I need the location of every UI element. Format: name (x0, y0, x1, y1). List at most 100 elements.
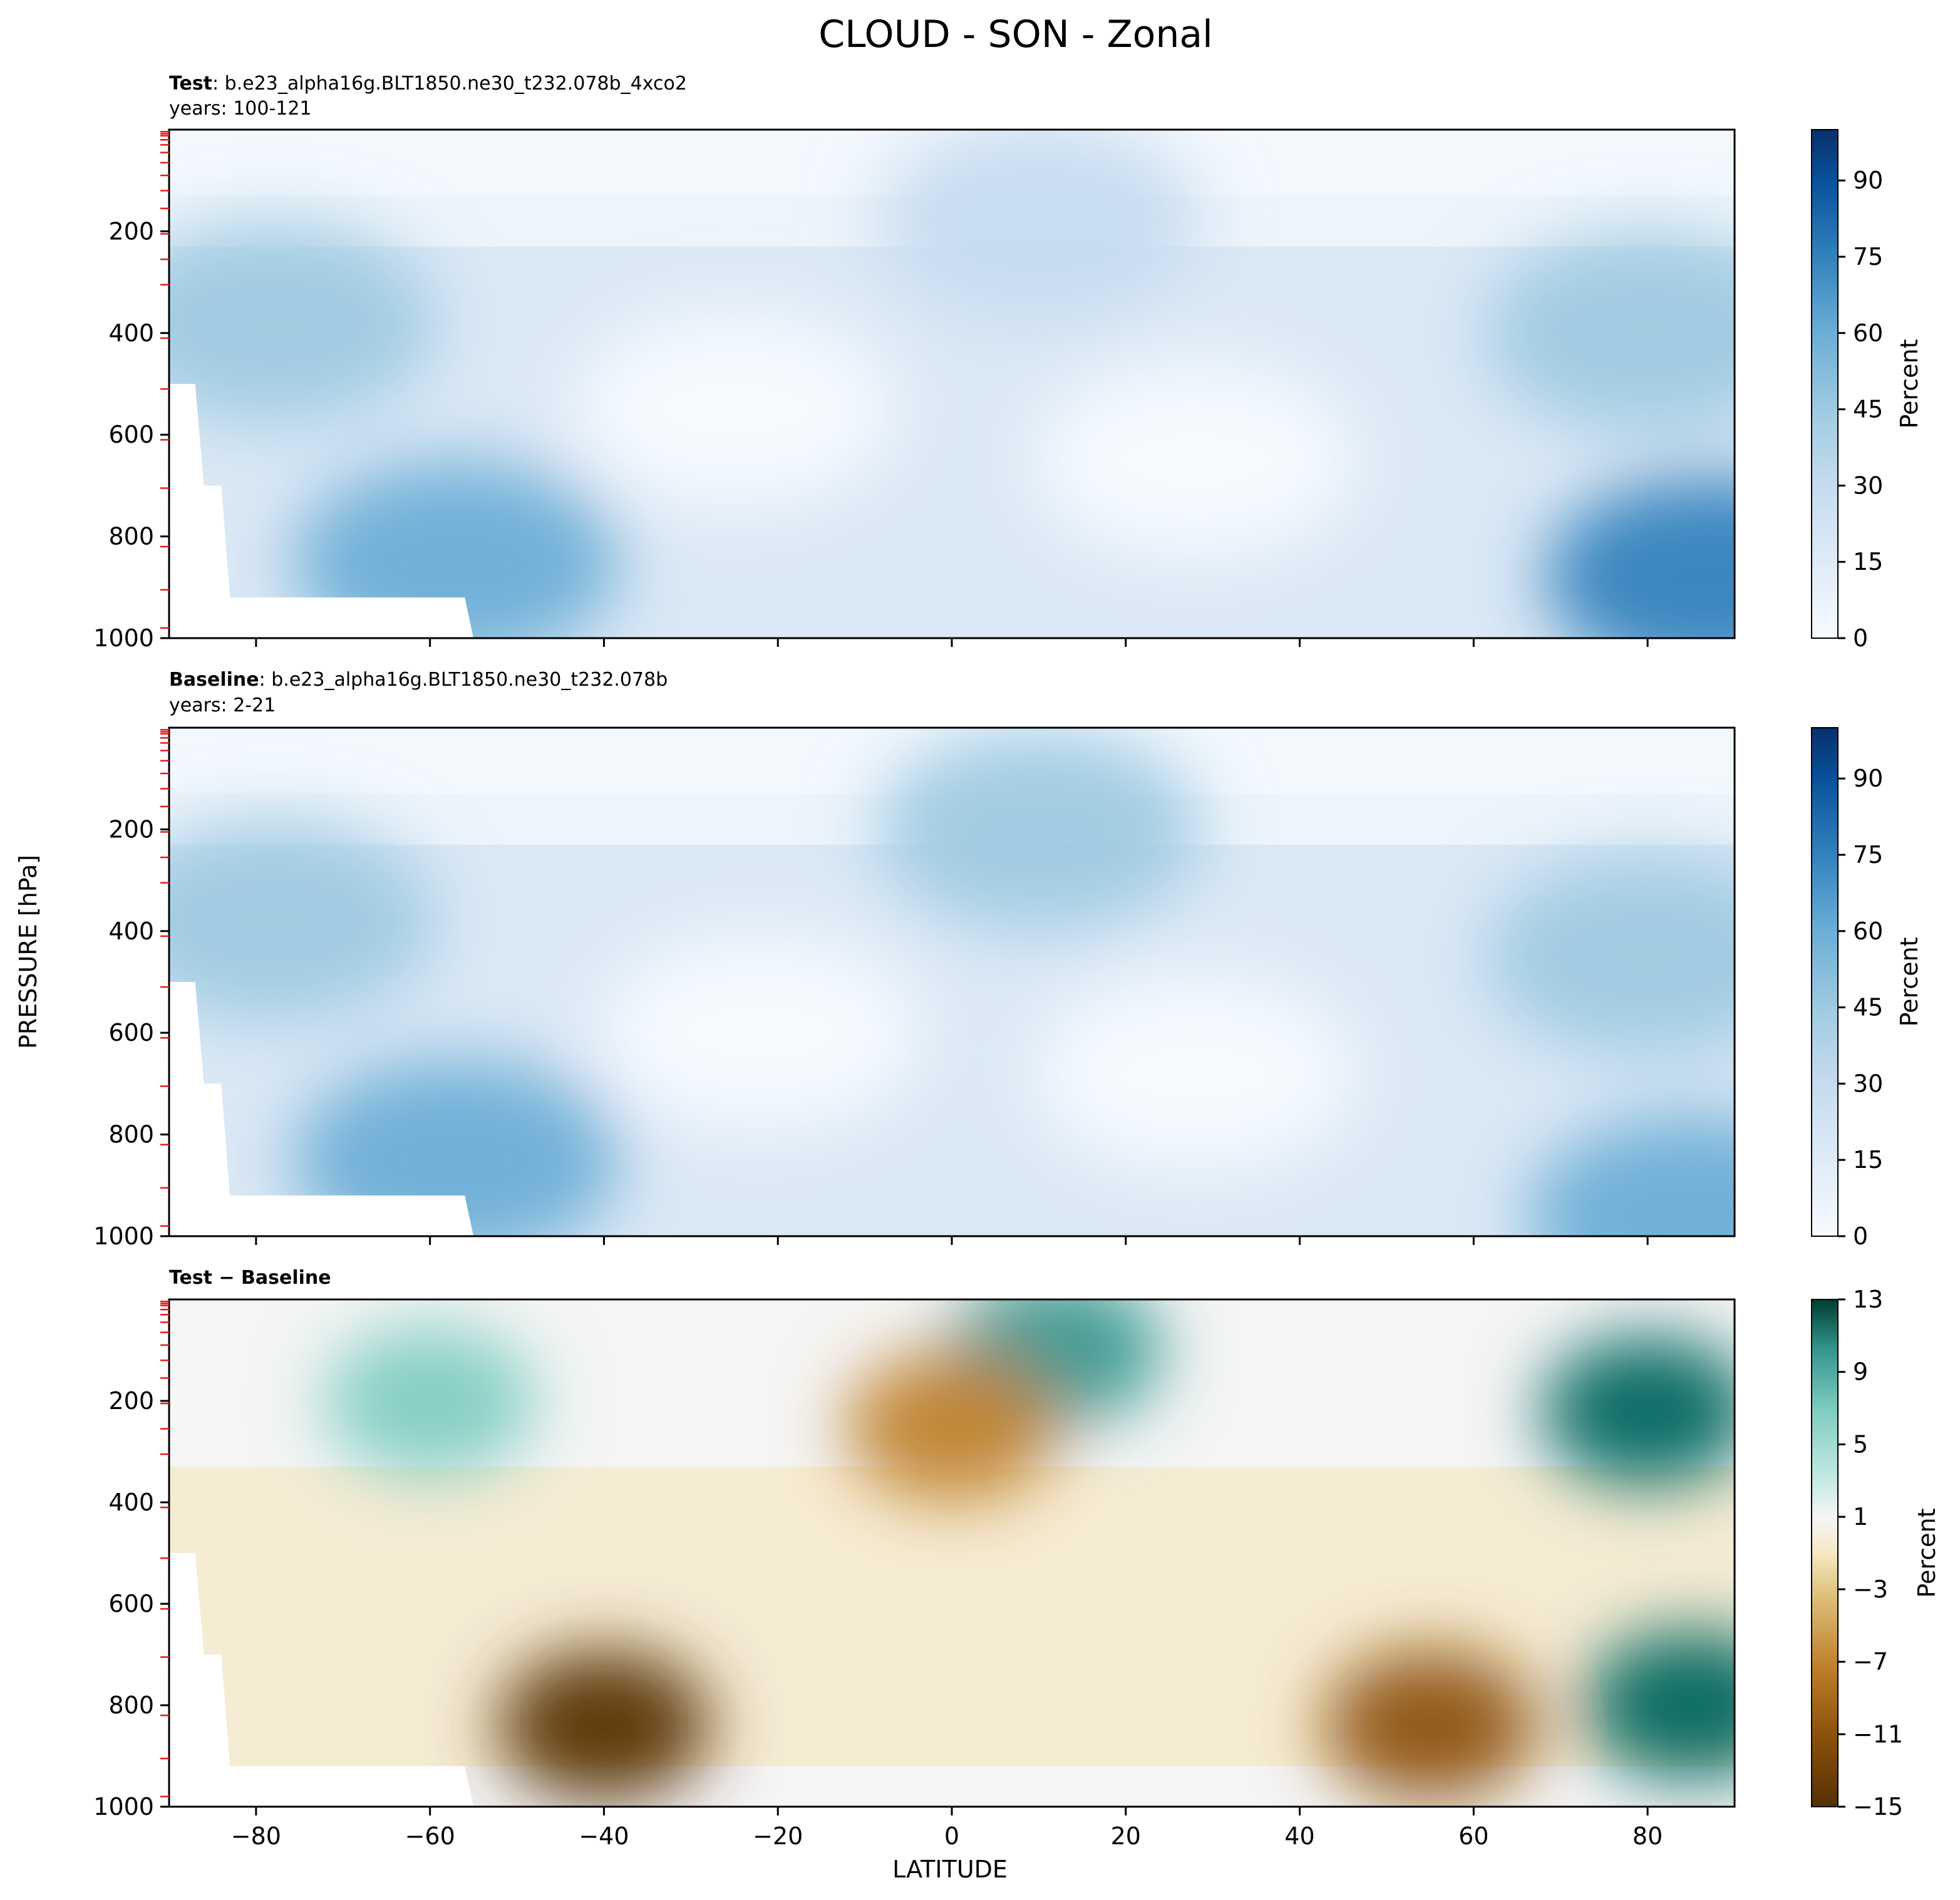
panel-baseline-years: years: 2-21 (169, 694, 276, 716)
baseline-axes: 200 400 600 800 1000 (93, 728, 1649, 1250)
colorbar-tick-label: 90 (1853, 765, 1883, 792)
colorbar-tick-label: 1 (1853, 1503, 1868, 1531)
contour-blob-nh-lowcloud-decrease (1323, 1650, 1537, 1801)
colorbar-tick-label: −3 (1853, 1576, 1888, 1603)
contour-blob-tropical-upper-decrease (845, 1351, 1058, 1502)
panel-test-title-bold: Test (169, 73, 212, 95)
contour-blob-subtropical-min-n (1032, 973, 1358, 1174)
colorbar-tick-label: 30 (1853, 1070, 1883, 1097)
contour-blobs (169, 130, 1735, 638)
difference-colorbar-ticks: −15 −11 −7 −3 1 5 9 13 (1838, 1286, 1903, 1820)
contour-blob-arctic-low-increase (1584, 1630, 1735, 1780)
y-tick-label: 400 (108, 1489, 154, 1516)
baseline-colorbar (1811, 727, 1839, 1237)
contour-blob-tropical-cirrus (875, 729, 1202, 930)
baseline-colorbar-ticks: 0 15 30 45 60 75 90 (1838, 765, 1883, 1250)
contour-blob-subtropical-min-n (1032, 359, 1358, 560)
test-axes: 200 400 600 800 1000 (93, 130, 1649, 652)
colorbar-tick-label: −15 (1853, 1793, 1903, 1820)
colorbar-tick-label: 13 (1853, 1286, 1883, 1313)
contour-blob-subtropical-min-s (571, 309, 897, 510)
panel-test-header: Test: b.e23_alpha16g.BLT1850.ne30_t232.0… (169, 73, 687, 95)
y-tick-label: 600 (108, 1590, 154, 1618)
contour-blob-nh-midlevel (1485, 856, 1735, 1057)
contour-blobs (169, 729, 1735, 1236)
y-tick-label: 600 (108, 1019, 154, 1046)
panel-difference-title: Test − Baseline (169, 1267, 331, 1289)
contour-blob-sh-lowcloud-max (293, 1060, 619, 1236)
x-axis-label: LATITUDE (892, 1856, 1008, 1883)
contour-blob-nh-upper-increase (1541, 1336, 1735, 1487)
difference-contour-field (169, 1299, 1735, 1807)
topography-mask (169, 384, 474, 638)
x-tick-label: 20 (1111, 1822, 1141, 1850)
x-tick-label: 80 (1632, 1822, 1663, 1850)
contour-blob-sh-lowcloud-decrease (497, 1650, 711, 1801)
y-tick-label: 1000 (93, 1222, 154, 1250)
y-tick-label: 600 (108, 421, 154, 448)
contour-blob-sh-upper-increase (323, 1326, 537, 1476)
x-tick-label: −60 (405, 1822, 455, 1850)
y-tick-label: 1000 (93, 1793, 154, 1820)
test-colorbar-ticks: 0 15 30 45 60 75 90 (1838, 167, 1883, 652)
baseline-colorbar-label: Percent (1896, 937, 1923, 1027)
test-colorbar (1811, 129, 1839, 639)
test-colorbar-label: Percent (1896, 339, 1923, 429)
colorbar-tick-label: 5 (1853, 1430, 1868, 1458)
difference-colorbar (1811, 1299, 1839, 1807)
x-tick-label: 40 (1284, 1822, 1314, 1850)
panel-test: Test: b.e23_alpha16g.BLT1850.ne30_t232.0… (93, 73, 1923, 652)
colorbar-tick-label: 75 (1853, 841, 1883, 869)
difference-colorbar-label: Percent (1913, 1509, 1941, 1598)
contour-blob-nh-lowcloud-max (1528, 1115, 1735, 1236)
colorbar-tick-label: −7 (1853, 1648, 1888, 1676)
y-tick-label: 800 (108, 523, 154, 550)
y-axis-label: PRESSURE [hPa] (14, 855, 42, 1049)
contour-blob-sh-midlevel (169, 222, 436, 423)
colorbar-tick-label: 30 (1853, 472, 1883, 499)
colorbar-tick-label: −11 (1853, 1720, 1903, 1748)
y-tick-label: 800 (108, 1691, 154, 1719)
y-tick-label: 200 (108, 1387, 154, 1415)
topography-mask (169, 1553, 474, 1807)
colorbar-tick-label: 90 (1853, 167, 1883, 194)
contour-blobs (323, 1299, 1735, 1801)
colorbar-tick-label: 60 (1853, 319, 1883, 347)
colorbar-tick-label: 45 (1853, 396, 1883, 423)
test-contour-field (169, 130, 1735, 638)
y-tick-label: 1000 (93, 624, 154, 652)
y-tick-label: 200 (108, 815, 154, 843)
x-tick-label: −20 (753, 1822, 803, 1850)
panel-baseline: Baseline: b.e23_alpha16g.BLT1850.ne30_t2… (93, 669, 1923, 1250)
colorbar-tick-label: 60 (1853, 917, 1883, 945)
y-tick-label: 200 (108, 217, 154, 245)
colorbar-tick-label: 9 (1853, 1358, 1868, 1386)
y-tick-label: 800 (108, 1121, 154, 1149)
panel-baseline-title-run: : b.e23_alpha16g.BLT1850.ne30_t232.078b (259, 669, 668, 691)
colorbar-tick-label: 15 (1853, 1146, 1883, 1174)
x-tick-label: 0 (944, 1822, 959, 1850)
y-tick-label: 400 (108, 917, 154, 945)
colorbar-tick-label: 75 (1853, 243, 1883, 271)
baseline-contour-field (169, 728, 1735, 1236)
contour-blob-nh-midlevel (1485, 232, 1735, 433)
colorbar-tick-label: 0 (1853, 624, 1868, 652)
colorbar-tick-label: 45 (1853, 994, 1883, 1021)
x-tick-label: −40 (579, 1822, 629, 1850)
contour-blob-subtropical-min-s (597, 932, 924, 1133)
panel-baseline-header: Baseline: b.e23_alpha16g.BLT1850.ne30_t2… (169, 669, 668, 691)
colorbar-tick-label: 15 (1853, 548, 1883, 576)
figure-title: CLOUD - SON - Zonal (818, 13, 1213, 56)
panel-test-title-run: : b.e23_alpha16g.BLT1850.ne30_t232.078b_… (212, 73, 687, 95)
x-tick-label: 60 (1458, 1822, 1488, 1850)
panel-baseline-title-bold: Baseline (169, 669, 259, 691)
x-tick-label: −80 (231, 1822, 281, 1850)
topography-mask (169, 982, 474, 1236)
contour-blob-sh-lowcloud-max (293, 462, 619, 638)
difference-axes: 200 400 600 800 1000 −80 −60 −40 −20 0 20 40 60 80 (93, 1300, 1663, 1850)
colorbar-tick-label: 0 (1853, 1222, 1868, 1250)
panel-test-years: years: 100-121 (169, 98, 312, 120)
contour-blob-sh-midlevel (169, 820, 436, 1021)
contour-blob-nh-lowcloud-max (1545, 477, 1735, 638)
